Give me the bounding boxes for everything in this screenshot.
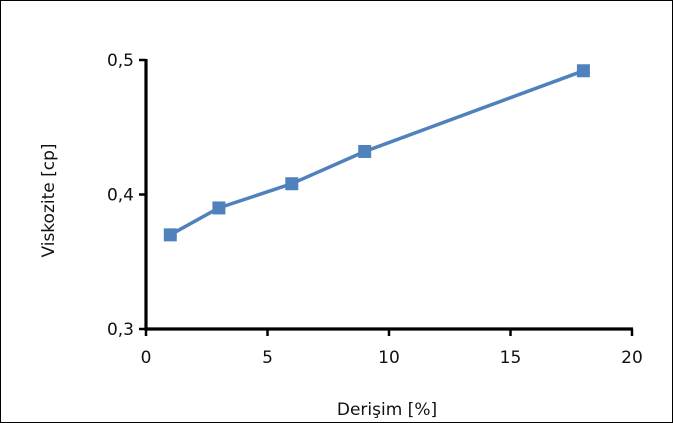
x-tick-label: 10 (378, 348, 400, 368)
y-tick-label: 0,3 (107, 320, 134, 340)
axes (144, 59, 633, 331)
x-tick-label: 0 (141, 348, 152, 368)
series-points (163, 64, 590, 242)
x-axis-title: Derişim [%] (337, 400, 437, 420)
data-point-marker (285, 177, 299, 191)
y-axis-title: Viskozite [cp] (39, 143, 59, 257)
x-tick-labels: 0 5 10 15 20 (141, 348, 643, 368)
data-point-marker (163, 228, 177, 242)
x-tick-label: 15 (500, 348, 522, 368)
series-line (169, 69, 585, 237)
y-tick-label: 0,4 (107, 186, 134, 206)
x-tick-label: 20 (621, 348, 643, 368)
series-lines (169, 69, 585, 237)
data-point-marker (212, 201, 226, 215)
data-point-marker (576, 64, 590, 78)
tick-marks (139, 58, 634, 336)
y-tick-label: 0,5 (107, 51, 134, 71)
x-tick-label: 5 (262, 348, 273, 368)
data-point-marker (358, 144, 372, 158)
y-tick-labels: 0,3 0,4 0,5 (107, 51, 134, 340)
